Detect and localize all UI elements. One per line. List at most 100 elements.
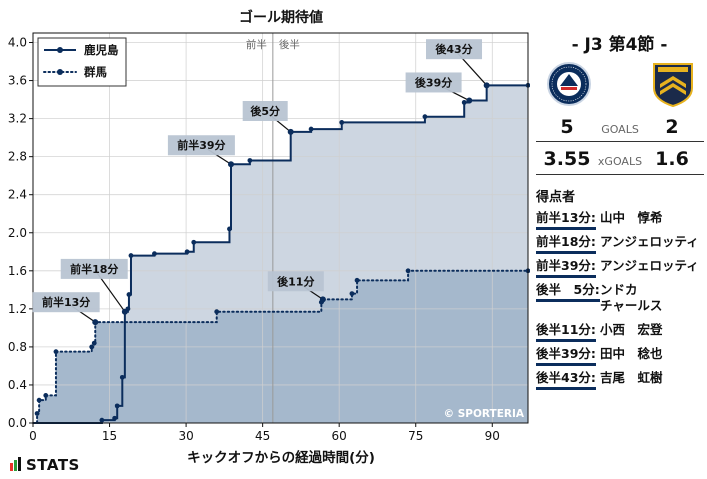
shot-marker-home [119, 374, 125, 380]
stats-logo-text: STATS [26, 456, 80, 474]
legend-swatch-marker [57, 47, 63, 53]
x-tick-label: 0 [29, 429, 37, 443]
xg-row: 3.55 xGOALS 1.6 [532, 148, 707, 172]
scorer-time: 後半11分: [536, 322, 596, 342]
shot-marker-away [349, 291, 355, 297]
shot-marker-home [191, 239, 197, 245]
goal-marker [466, 97, 473, 104]
shot-marker-home [128, 253, 134, 258]
goal-annotation-label: 前半13分 [42, 295, 90, 309]
goal-marker [287, 128, 294, 135]
home-goals: 5 [560, 116, 574, 138]
x-tick-label: 90 [485, 429, 500, 443]
goal-annotation-box [405, 72, 462, 93]
shot-marker-home [227, 226, 232, 232]
scorer-name: ンドカ チャールス [600, 282, 663, 313]
scorer-time: 前半13分: [536, 210, 596, 230]
y-tick-label: 4.0 [8, 36, 27, 50]
goal-annotation-box [167, 135, 235, 156]
goal-annotation-box [267, 271, 324, 292]
home-xg: 3.55 [543, 148, 591, 170]
plot-area: 前半 後半 0 15 30 45 60 75 90 0.0 0.4 0.8 1.2 1.6 2.0 2.4 2.… [8, 32, 530, 443]
goal-annotation-label: 後11分 [277, 274, 314, 288]
scorer-row: 後半11分: 小西 宏登 [536, 322, 707, 342]
scorers-title: 得点者 [536, 190, 576, 205]
watermark: © SPORTERIA [444, 408, 525, 420]
shot-marker-home [247, 158, 253, 163]
xgoals-label: xGOALS [597, 155, 643, 168]
divider [536, 141, 704, 142]
shot-marker-away [34, 411, 40, 416]
shot-marker-home [184, 249, 190, 255]
matchday-title: - J3 第4節 - [571, 35, 668, 55]
goals-label: GOALS [601, 123, 639, 136]
legend-box [37, 37, 127, 87]
scorer-time: 前半18分: [536, 234, 596, 254]
scorer-time: 後半 5分: [536, 282, 600, 302]
match-summary-panel: - J3 第4節 - 5 GOALS 2 3.55 xGOALS 1.6 得点者… [532, 0, 707, 479]
y-tick-label: 2.4 [8, 188, 27, 202]
scorer-name: 吉尾 虹樹 [600, 370, 663, 385]
goal-marker [319, 296, 326, 303]
first-half-label: 前半 [246, 38, 267, 51]
scorer-row: 前半39分: アンジェロッティ [536, 258, 707, 278]
scorer-time: 前半39分: [536, 258, 596, 278]
away-xg: 1.6 [655, 148, 689, 170]
goal-annotation-label: 後43分 [435, 42, 472, 56]
shot-marker-home [339, 120, 345, 125]
shot-marker-home [99, 417, 105, 423]
scorer-time: 後半43分: [536, 370, 596, 390]
shot-marker-away [53, 349, 59, 355]
xg-chart: ゴール期待値 前半 後半 0 15 30 45 60 75 90 0.0 0.4 0.8 1.2 1.6 2… [8, 9, 530, 466]
scorer-name: 田中 稔也 [600, 346, 663, 361]
goal-annotation-label: 前半18分 [70, 262, 118, 276]
shot-marker-away [43, 393, 49, 398]
away-goals: 2 [665, 116, 679, 138]
y-tick-label: 3.2 [8, 112, 27, 126]
scorer-row: 前半13分: 山中 惇希 [536, 210, 707, 230]
shot-marker-home [126, 292, 132, 297]
legend-entry: 群馬 [83, 65, 107, 79]
plot-frame [32, 32, 529, 424]
goal-annotation-box [426, 39, 483, 60]
shot-marker-home [308, 126, 314, 132]
goal-marker [92, 319, 99, 326]
x-tick-label: 60 [332, 429, 347, 443]
x-axis-label: キックオフからの経過時間(分) [187, 449, 375, 466]
x-tick-label: 15 [102, 429, 117, 443]
scorer-name: 小西 宏登 [600, 322, 663, 337]
x-tick-label: 45 [255, 429, 270, 443]
y-tick-label: 3.6 [8, 74, 27, 88]
shot-marker-away [405, 268, 411, 274]
x-tick-label: 75 [408, 429, 423, 443]
goal-annotation-label: 後39分 [415, 75, 452, 89]
scorer-name: アンジェロッティ [600, 258, 699, 273]
scorer-row: 後半39分: 田中 稔也 [536, 346, 707, 366]
y-tick-label: 0.0 [8, 416, 27, 430]
shot-marker-away [36, 397, 42, 403]
y-tick-label: 2.8 [8, 150, 27, 164]
legend-entry: 鹿児島 [84, 43, 119, 57]
scorer-row: 前半18分: アンジェロッティ [536, 234, 707, 254]
scorer-time: 後半39分: [536, 346, 596, 366]
goal-annotation-box [32, 292, 100, 313]
y-tick-label: 2.0 [8, 226, 27, 240]
shot-marker-away [354, 277, 360, 283]
y-tick-label: 0.4 [8, 378, 27, 392]
shot-marker-home [112, 415, 118, 421]
shot-marker-home [152, 251, 157, 257]
goal-marker [228, 161, 234, 168]
goal-annotation-label: 前半39分 [177, 138, 225, 152]
kagoshima-crest-icon [547, 62, 591, 106]
series-line-away [32, 269, 529, 424]
stats-logo: STATS [10, 456, 80, 475]
goal-marker [483, 82, 490, 89]
legend-swatch-marker [57, 69, 63, 75]
shot-marker-home [114, 403, 120, 409]
y-tick-label: 1.2 [8, 302, 27, 316]
scorer-name: アンジェロッティ [600, 234, 699, 249]
y-tick-label: 1.6 [8, 264, 27, 278]
divider [536, 174, 704, 175]
x-tick-label: 30 [178, 429, 193, 443]
